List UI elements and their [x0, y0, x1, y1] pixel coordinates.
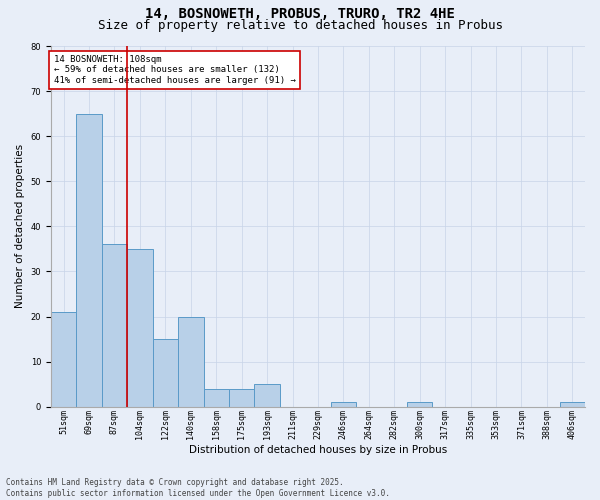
Bar — [331, 402, 356, 406]
Bar — [76, 114, 102, 406]
Bar — [407, 402, 433, 406]
Bar — [560, 402, 585, 406]
X-axis label: Distribution of detached houses by size in Probus: Distribution of detached houses by size … — [189, 445, 447, 455]
Bar — [229, 388, 254, 406]
Text: 14, BOSNOWETH, PROBUS, TRURO, TR2 4HE: 14, BOSNOWETH, PROBUS, TRURO, TR2 4HE — [145, 8, 455, 22]
Y-axis label: Number of detached properties: Number of detached properties — [15, 144, 25, 308]
Text: Size of property relative to detached houses in Probus: Size of property relative to detached ho… — [97, 19, 503, 32]
Bar — [51, 312, 76, 406]
Bar — [178, 316, 203, 406]
Text: Contains HM Land Registry data © Crown copyright and database right 2025.
Contai: Contains HM Land Registry data © Crown c… — [6, 478, 390, 498]
Bar — [203, 388, 229, 406]
Bar — [254, 384, 280, 406]
Text: 14 BOSNOWETH: 108sqm
← 59% of detached houses are smaller (132)
41% of semi-deta: 14 BOSNOWETH: 108sqm ← 59% of detached h… — [53, 55, 295, 85]
Bar — [102, 244, 127, 406]
Bar — [152, 339, 178, 406]
Bar — [127, 249, 152, 406]
